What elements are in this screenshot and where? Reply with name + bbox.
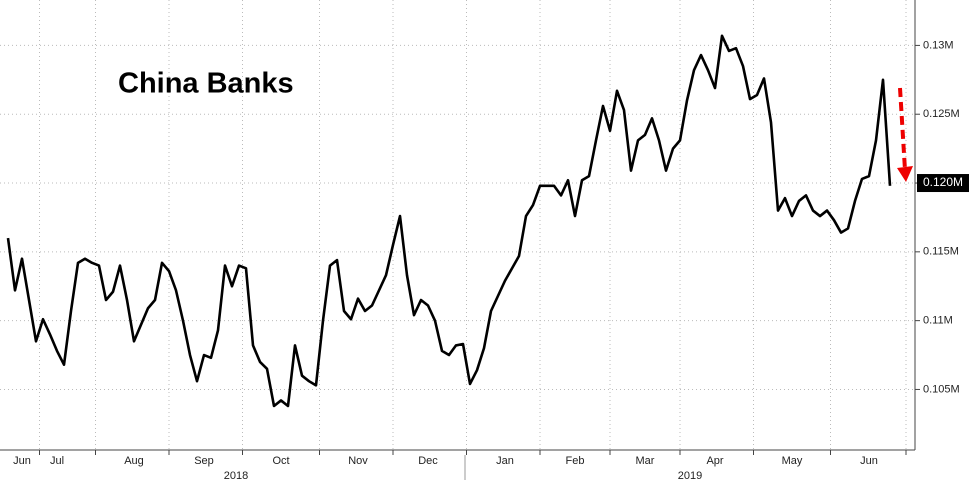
x-group-label: 2018 bbox=[224, 470, 248, 482]
y-tick-label: 0.105M bbox=[923, 383, 960, 395]
y-tick-label: 0.125M bbox=[923, 108, 960, 120]
x-tick-label: Jun bbox=[860, 455, 878, 467]
x-group-label: 2019 bbox=[678, 470, 702, 482]
x-tick-label: Aug bbox=[124, 455, 144, 467]
last-value-badge bbox=[917, 174, 969, 193]
x-tick-label: Jun bbox=[13, 455, 31, 467]
x-tick-label: Nov bbox=[348, 455, 368, 467]
y-tick-label: 0.115M bbox=[923, 246, 959, 258]
x-tick-label: Oct bbox=[272, 455, 289, 467]
x-tick-label: May bbox=[782, 455, 803, 467]
x-tick-label: Apr bbox=[706, 455, 723, 467]
x-tick-label: Jul bbox=[50, 455, 64, 467]
x-tick-label: Sep bbox=[194, 455, 214, 467]
y-tick-label: 0.13M bbox=[923, 39, 954, 51]
chart-title: China Banks bbox=[118, 68, 294, 100]
arrow-head bbox=[897, 166, 913, 182]
x-tick-label: Jan bbox=[496, 455, 514, 467]
x-tick-label: Mar bbox=[636, 455, 655, 467]
x-tick-label: Dec bbox=[418, 455, 438, 467]
y-tick-label: 0.11M bbox=[923, 315, 953, 327]
x-tick-label: Feb bbox=[566, 455, 585, 467]
annotation-arrow bbox=[897, 87, 913, 182]
grid bbox=[0, 0, 915, 450]
line-series bbox=[6, 34, 892, 408]
y-tick-label: 0.120M bbox=[923, 175, 963, 189]
